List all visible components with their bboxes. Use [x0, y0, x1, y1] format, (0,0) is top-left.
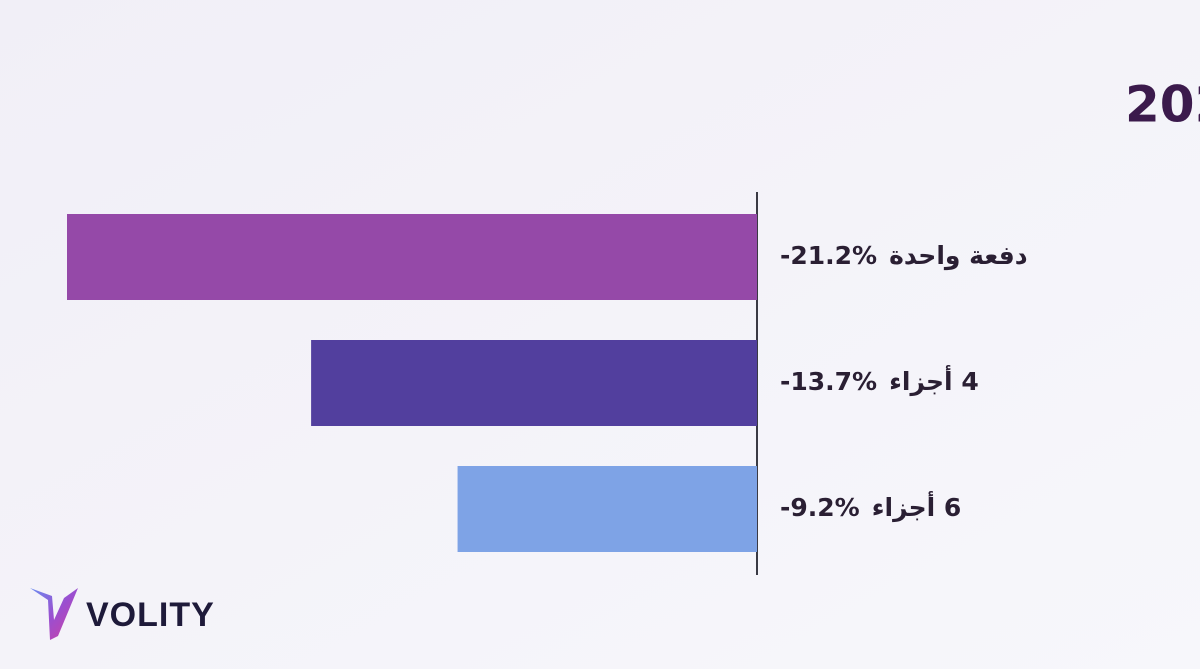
value-label: -21.2%	[780, 241, 877, 270]
value-label: -9.2%	[780, 493, 860, 522]
category-label: 4 أجزاء	[889, 365, 979, 397]
logo-mark	[30, 588, 78, 640]
bar	[311, 340, 757, 426]
bar	[457, 466, 757, 552]
value-label: -13.7%	[780, 367, 877, 396]
title: الشراء على مراحل، 2026	[1125, 76, 1200, 135]
category-label: دفعة واحدة	[889, 241, 1028, 271]
category-label: 6 أجزاء	[872, 491, 962, 523]
logo-text: VOLITY	[86, 596, 215, 634]
bar	[67, 214, 757, 300]
